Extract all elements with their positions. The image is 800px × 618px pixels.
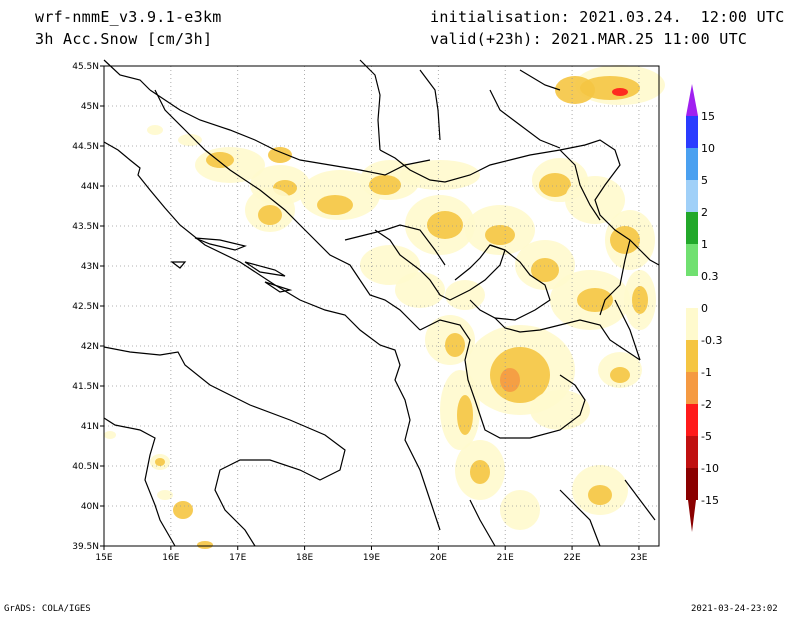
snow-area (197, 541, 213, 549)
footer-timestamp: 2021-03-24-23:02 (691, 604, 778, 614)
legend-label: 15 (701, 110, 715, 123)
snow-area (577, 288, 613, 312)
legend-swatch (686, 372, 698, 404)
legend-label: 2 (701, 206, 708, 219)
legend-swatch (686, 276, 698, 308)
lat-label: 40N (81, 502, 99, 512)
lon-label: 19E (363, 553, 380, 563)
legend-swatch (686, 340, 698, 372)
legend-label: 0.3 (701, 270, 719, 283)
snow-area (457, 395, 473, 435)
lat-label: 44.5N (72, 142, 99, 152)
boundary-line (195, 238, 245, 250)
snow-area (317, 195, 353, 215)
lon-label: 18E (296, 553, 313, 563)
legend-top-arrow (686, 84, 698, 116)
legend-label: 1 (701, 238, 708, 251)
lon-label: 20E (430, 553, 447, 563)
legend-swatch (686, 404, 698, 436)
legend-swatch (686, 116, 698, 148)
lat-label: 43.5N (72, 222, 99, 232)
lat-label: 39.5N (72, 542, 99, 552)
lon-label: 16E (162, 553, 179, 563)
boundary-line (470, 500, 495, 546)
snow-area (173, 501, 193, 519)
snow-area (258, 205, 282, 225)
color-legend: 15 10 5 2 1 0.3 0 -0.3 -1 -2 -5 -10 -15 (686, 84, 722, 532)
boundary-line (420, 70, 440, 140)
boundary-line (172, 262, 185, 268)
footer-credit: GrADS: COLA/IGES (4, 604, 91, 614)
lon-label: 15E (95, 553, 112, 563)
legend-swatch (686, 180, 698, 212)
boundary-line (520, 70, 560, 90)
snow-area (395, 272, 445, 308)
lon-label: 22E (564, 553, 581, 563)
lon-label: 21E (497, 553, 514, 563)
snow-area (147, 125, 163, 135)
legend-swatch (686, 244, 698, 276)
legend-label: 10 (701, 142, 715, 155)
lat-label: 43N (81, 262, 99, 272)
snow-area (632, 286, 648, 314)
lat-label: 41.5N (72, 382, 99, 392)
legend-swatch (686, 148, 698, 180)
lat-label: 45N (81, 102, 99, 112)
snow-area (445, 333, 465, 357)
boundary-line (490, 90, 560, 148)
lat-label: 44N (81, 182, 99, 192)
legend-label: -1 (701, 366, 712, 379)
snow-area (500, 490, 540, 530)
lon-label: 17E (229, 553, 246, 563)
snow-area (530, 390, 590, 430)
legend-label: -5 (701, 430, 712, 443)
lat-label: 45.5N (72, 62, 99, 72)
legend-label: 5 (701, 174, 708, 187)
lat-label: 42N (81, 342, 99, 352)
snow-area (612, 88, 628, 96)
snow-area (500, 368, 520, 392)
legend-swatch (686, 436, 698, 468)
legend-label: -2 (701, 398, 712, 411)
legend-label: -10 (701, 462, 719, 475)
snow-area (155, 458, 165, 466)
legend-label: -0.3 (701, 334, 722, 347)
snow-field (104, 65, 665, 549)
snow-area (610, 367, 630, 383)
snow-area (104, 431, 116, 439)
boundary-line (104, 347, 345, 546)
boundary-line (104, 60, 150, 90)
snow-area (485, 225, 515, 245)
legend-label: -15 (701, 494, 719, 507)
legend-bottom-arrow (686, 484, 698, 532)
snow-area (555, 76, 595, 104)
legend-label: 0 (701, 302, 708, 315)
lat-label: 40.5N (72, 462, 99, 472)
boundary-line (625, 480, 655, 520)
lat-label: 41N (81, 422, 99, 432)
legend-swatch (686, 212, 698, 244)
snow-area (369, 175, 401, 195)
lat-label: 42.5N (72, 302, 99, 312)
legend-swatch (686, 308, 698, 340)
snow-area (470, 460, 490, 484)
boundary-line (360, 60, 380, 150)
snow-area (588, 485, 612, 505)
snow-area (427, 211, 463, 239)
lon-label: 23E (630, 553, 647, 563)
